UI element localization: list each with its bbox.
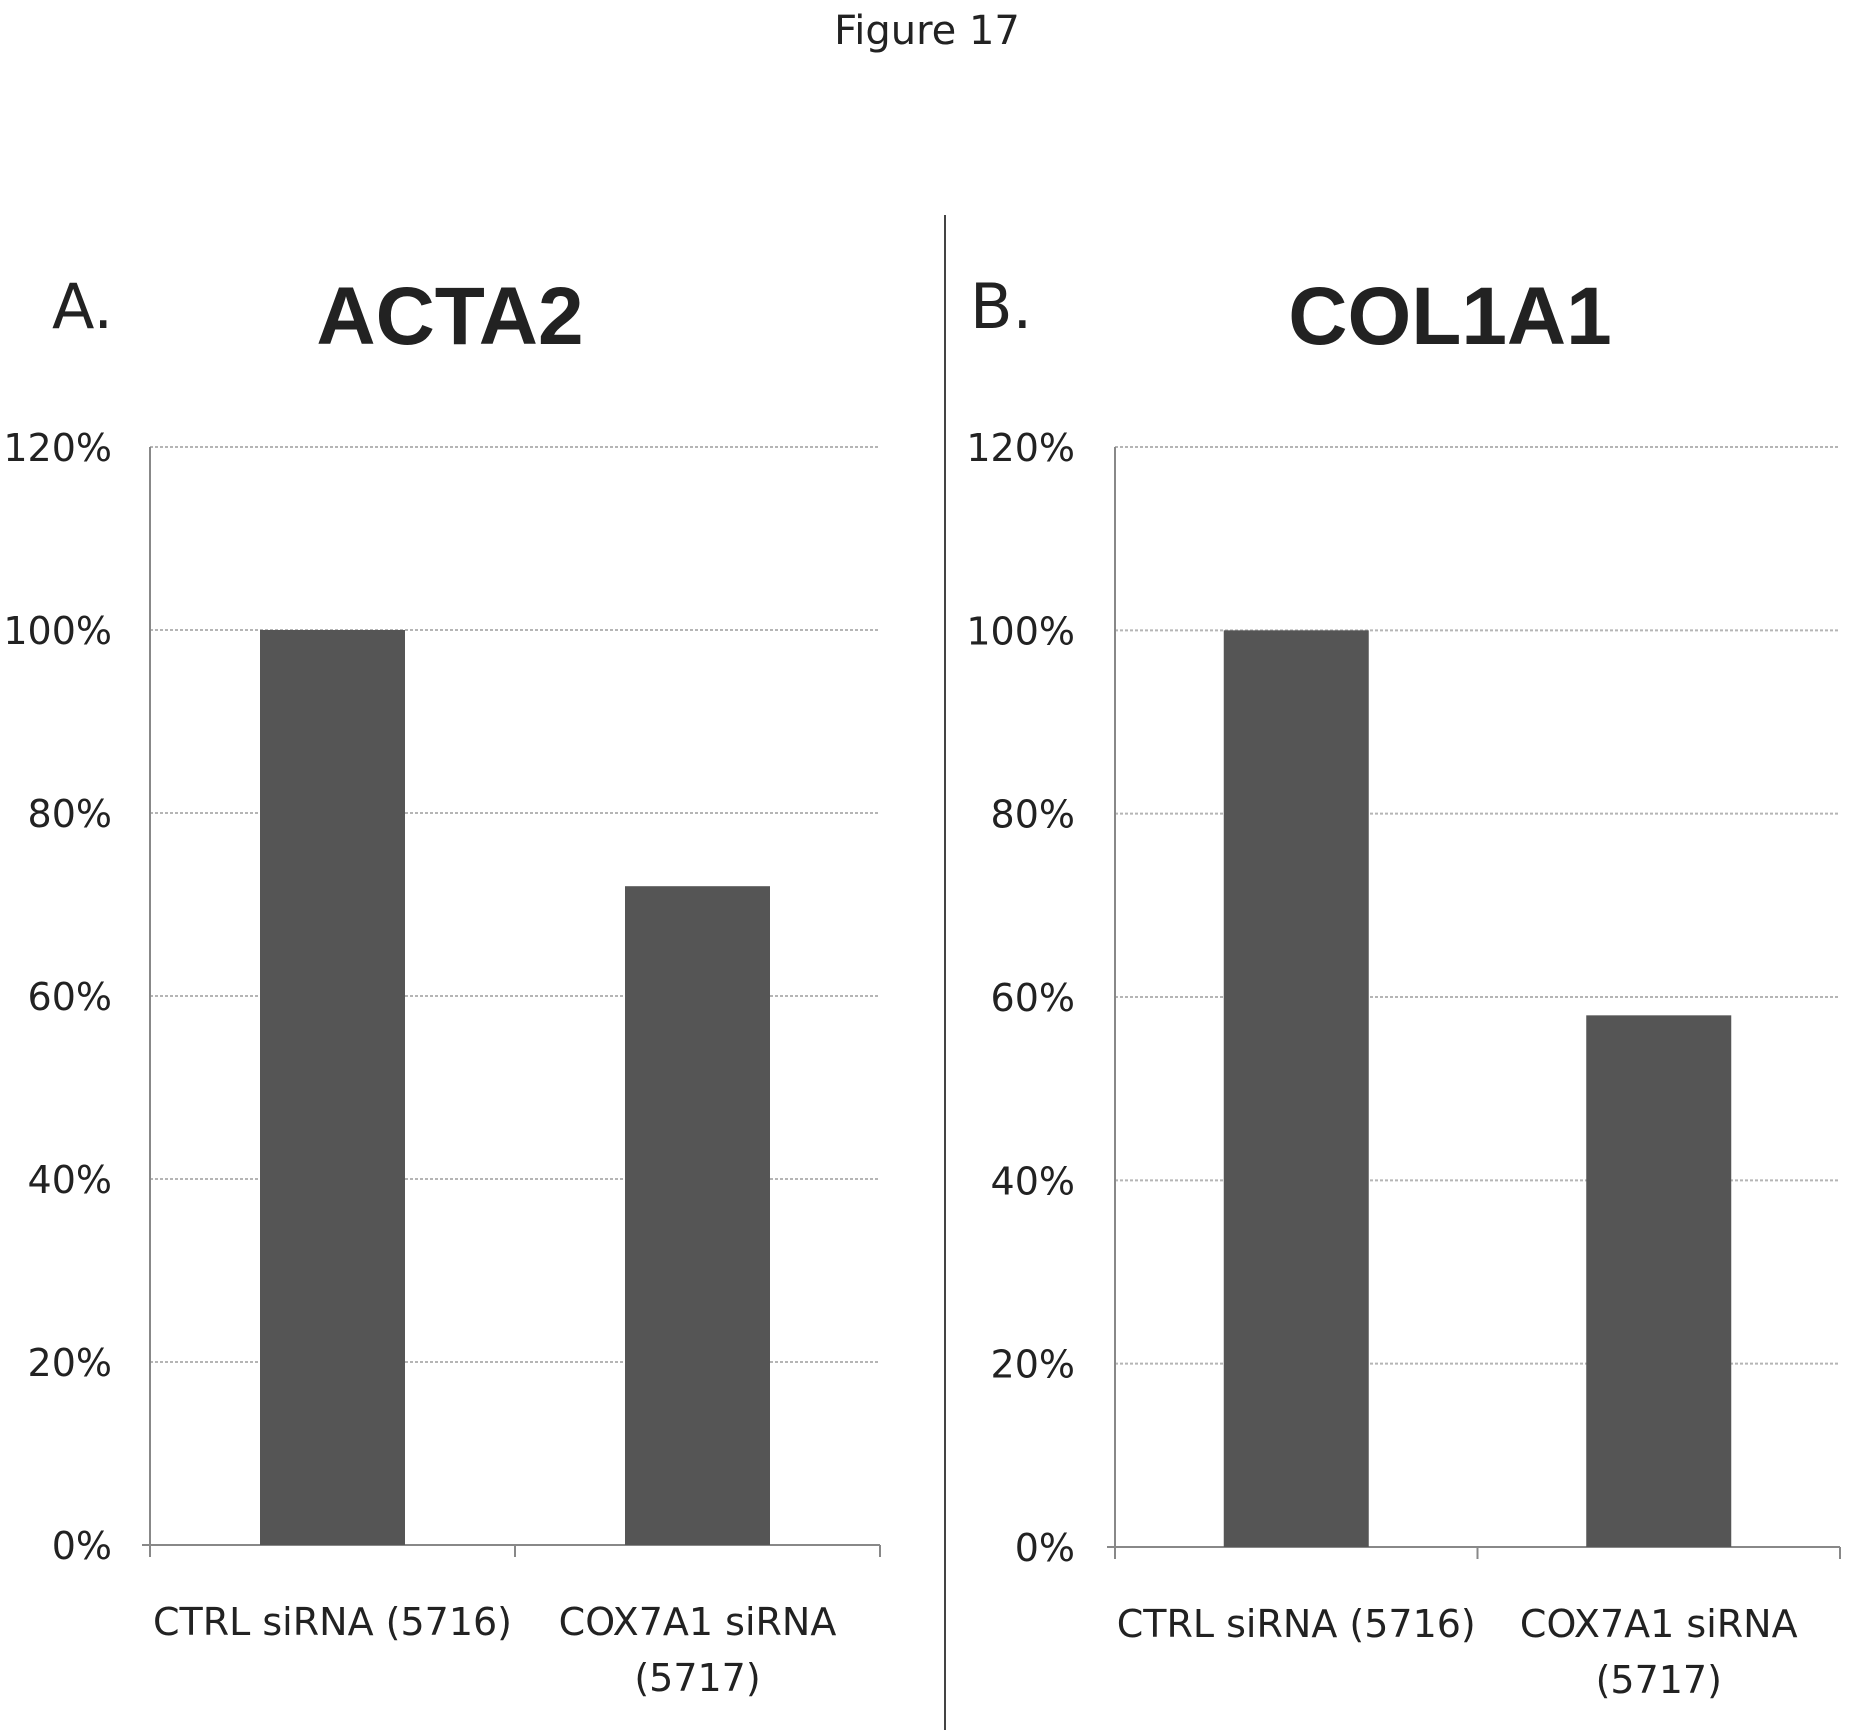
y-tick-label-b: 100% xyxy=(966,609,1075,653)
x-tick-label-a-2: COX7A1 siRNA(5717) xyxy=(559,1600,837,1700)
y-tick-label-a: 40% xyxy=(28,1158,112,1202)
bar-b-2 xyxy=(1586,1015,1731,1547)
y-tick-label-b: 60% xyxy=(991,976,1075,1020)
y-tick-label-b: 20% xyxy=(991,1343,1075,1387)
y-tick-label-b: 0% xyxy=(1015,1526,1075,1570)
y-tick-label-b: 80% xyxy=(991,793,1075,837)
x-tick-label-b-1: CTRL siRNA (5716) xyxy=(1117,1602,1476,1646)
x-tick-label-a-1: CTRL siRNA (5716) xyxy=(153,1600,512,1644)
y-tick-label-a: 120% xyxy=(3,426,112,470)
y-tick-label-a: 80% xyxy=(28,792,112,836)
y-tick-label-a: 60% xyxy=(28,975,112,1019)
bar-a-1 xyxy=(260,630,405,1545)
x-tick-label-b-2: COX7A1 siRNA(5717) xyxy=(1520,1602,1798,1702)
y-tick-label-a: 100% xyxy=(3,609,112,653)
bar-b-1 xyxy=(1224,630,1369,1547)
y-tick-label-b: 40% xyxy=(991,1159,1075,1203)
y-tick-label-a: 0% xyxy=(52,1524,112,1568)
y-tick-label-a: 20% xyxy=(28,1341,112,1385)
y-tick-label-b: 120% xyxy=(966,426,1075,470)
bar-a-2 xyxy=(625,886,770,1545)
